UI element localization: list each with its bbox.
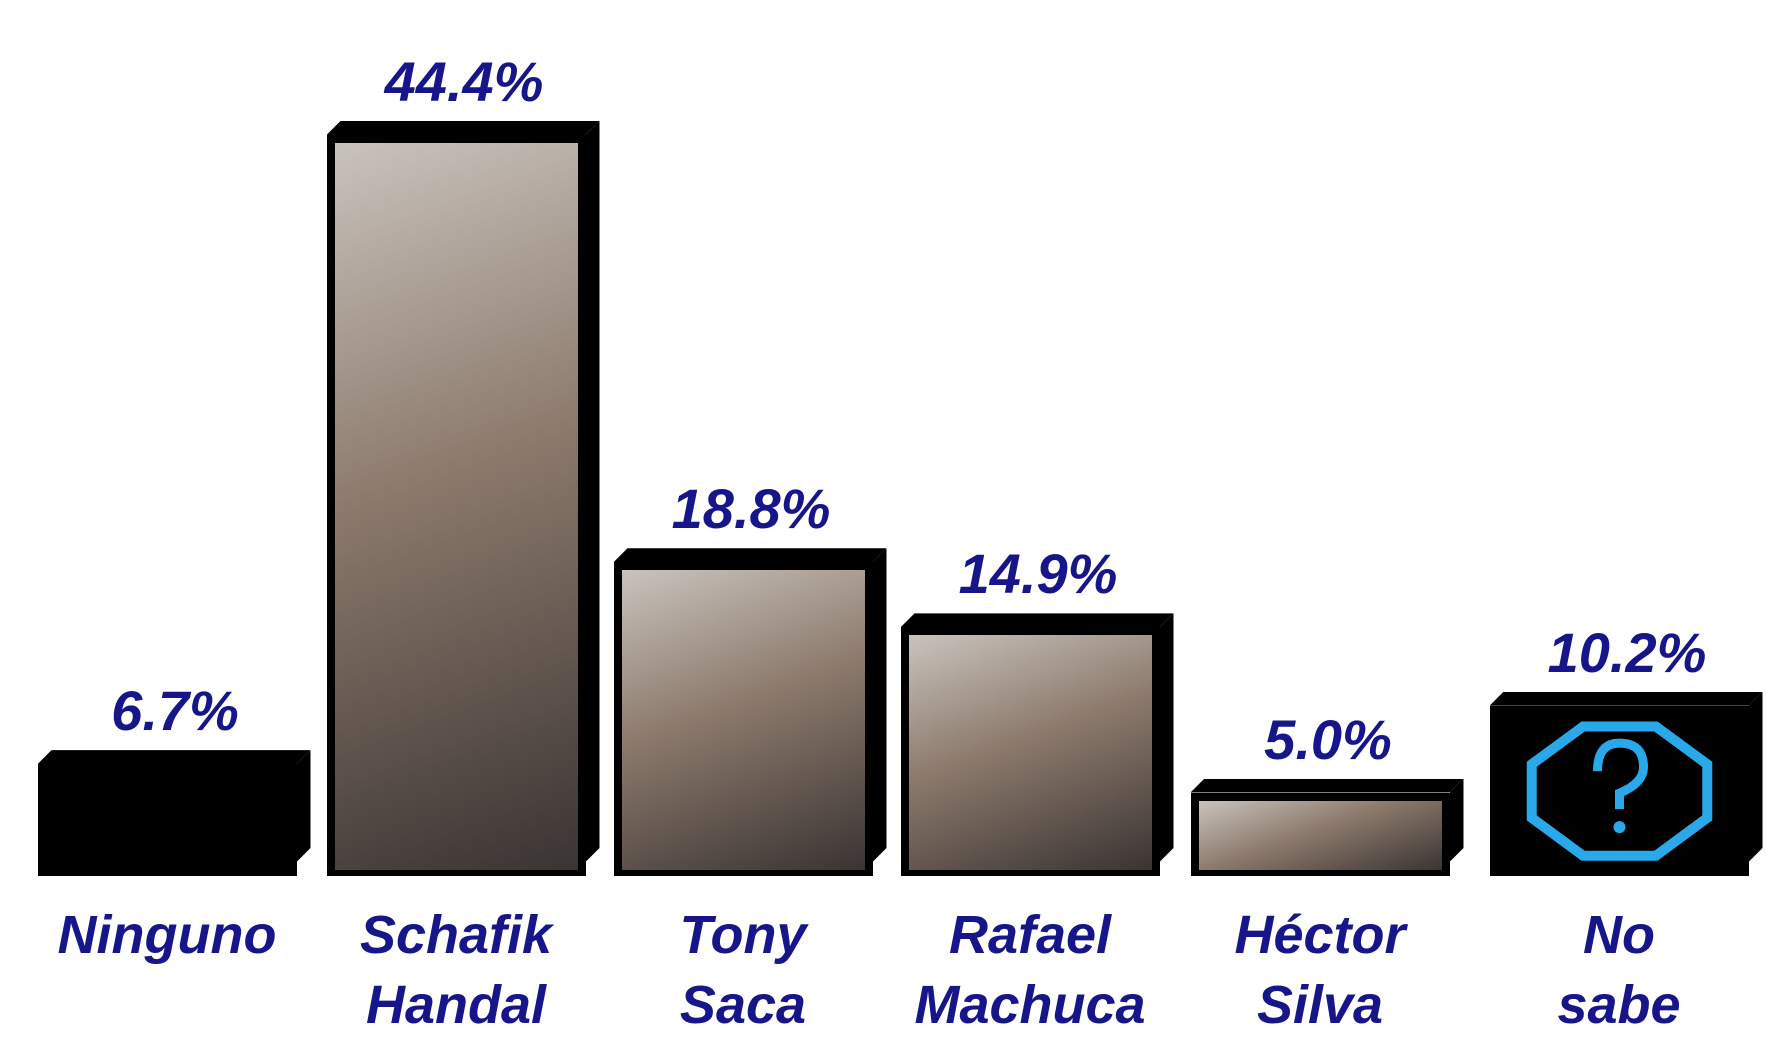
question-mark [1592, 738, 1648, 809]
value-label: 10.2% [1547, 620, 1707, 684]
bar [900, 627, 1160, 876]
octagon [1526, 721, 1712, 861]
category-label: No sabe [1557, 905, 1681, 1035]
category-label: Tony Saca [679, 905, 807, 1035]
bar-side [1749, 692, 1763, 862]
category-label: Rafael Machuca [914, 905, 1146, 1035]
bar [1489, 705, 1749, 876]
bar-side [1450, 779, 1464, 862]
photo [621, 570, 865, 870]
question-icon [1526, 721, 1712, 861]
bar-top [1490, 692, 1763, 706]
bar-top [614, 548, 887, 562]
photo [1198, 800, 1442, 870]
value-label: 44.4% [384, 50, 544, 113]
bar-top [901, 613, 1174, 627]
value-label: 6.7% [111, 679, 239, 743]
category-label: Héctor Silva [1234, 905, 1406, 1035]
bar-side [586, 121, 600, 862]
bar-top [1191, 779, 1464, 793]
bar-side [297, 750, 311, 862]
category-label: Schafik Handal [359, 905, 553, 1035]
bar-side [1160, 613, 1174, 862]
value-label: 18.8% [671, 477, 831, 541]
bar [326, 135, 586, 876]
value-label: 5.0% [1264, 707, 1392, 771]
bar [37, 764, 297, 876]
value-label: 14.9% [958, 542, 1118, 606]
bar-side [873, 548, 887, 862]
bar-top [327, 121, 600, 135]
photo [334, 143, 578, 870]
photo [908, 635, 1152, 870]
question-dot [1613, 820, 1625, 833]
bar [1190, 792, 1450, 876]
bar-top [38, 750, 311, 764]
category-label: Ninguno [57, 905, 277, 965]
bar [613, 562, 873, 876]
